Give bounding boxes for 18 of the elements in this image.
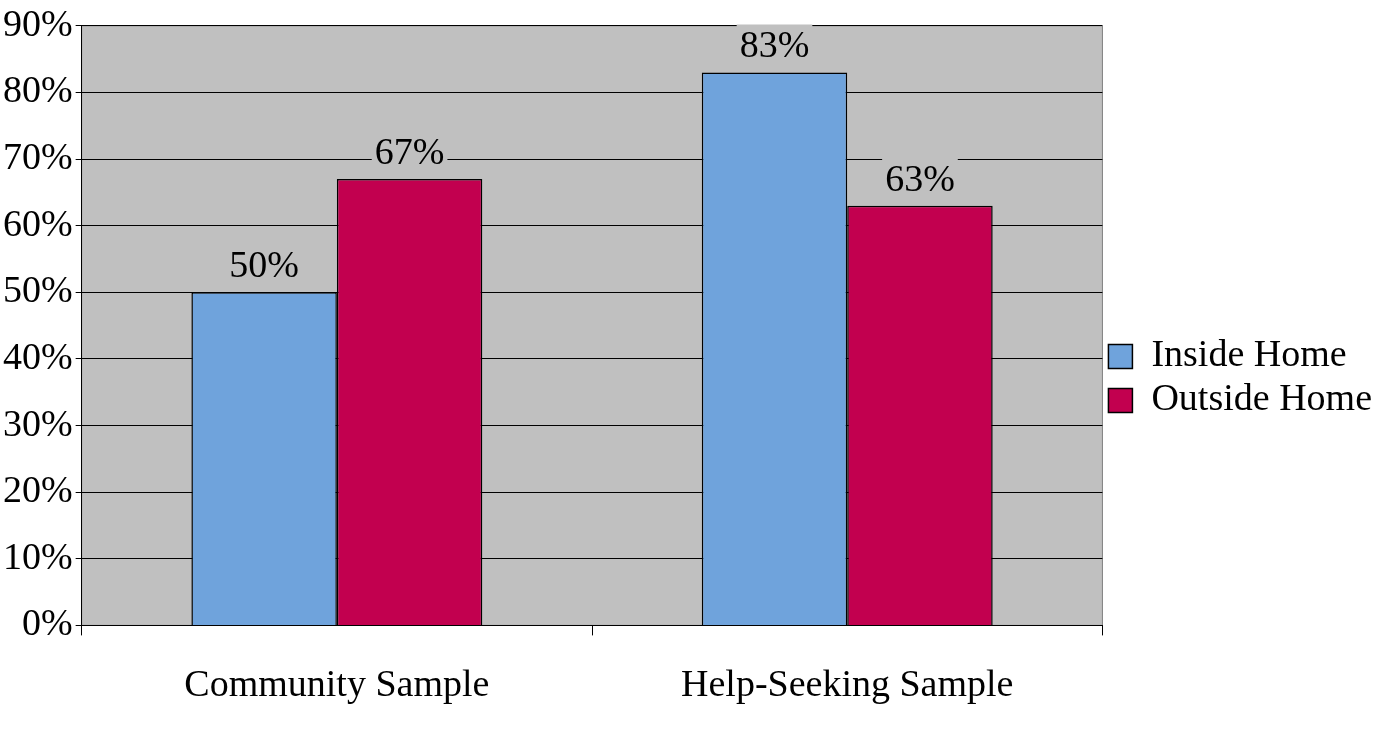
x-tick-label: Help-Seeking Sample bbox=[681, 662, 1014, 705]
data-label: 50% bbox=[229, 243, 299, 286]
data-label: 67% bbox=[374, 130, 445, 173]
y-tick-label: 20% bbox=[3, 468, 73, 511]
data-label: 63% bbox=[885, 156, 955, 199]
y-tick-label: 70% bbox=[3, 135, 73, 178]
legend-label: Inside Home bbox=[1151, 332, 1347, 375]
y-tick-label: 80% bbox=[3, 68, 73, 111]
y-tick-label: 50% bbox=[3, 268, 73, 311]
y-tick-label: 30% bbox=[3, 401, 73, 444]
y-tick-label: 90% bbox=[3, 1, 73, 44]
y-tick-label: 60% bbox=[3, 201, 73, 244]
y-tick-label: 0% bbox=[22, 601, 73, 644]
y-tick-label: 40% bbox=[3, 334, 73, 377]
y-tick-label: 10% bbox=[3, 534, 73, 577]
x-tick-label: Community Sample bbox=[184, 662, 490, 705]
data-label: 83% bbox=[739, 23, 810, 66]
legend-label: Outside Home bbox=[1151, 376, 1372, 419]
